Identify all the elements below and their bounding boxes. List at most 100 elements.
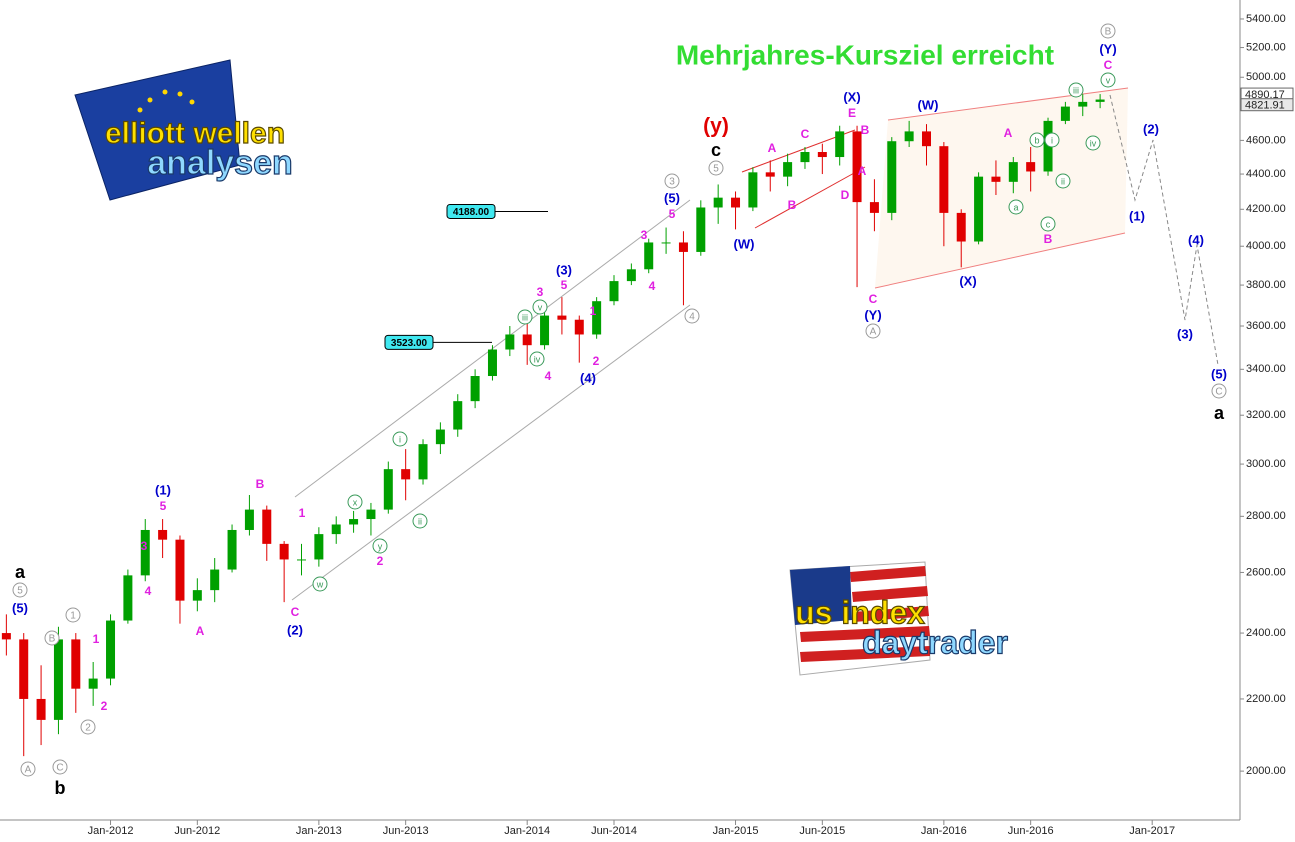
candle-body [661,242,671,244]
candle-body [765,172,775,177]
wave-circle [664,173,680,189]
y-tick-label: 5200.00 [1246,41,1286,53]
wave-label: 3 [537,285,544,299]
candle-body [678,242,688,252]
wave-label: 2 [101,699,108,713]
candle-body [869,202,879,213]
wave-circle [1029,132,1045,148]
wave-label: a [1214,403,1225,423]
trend-line [291,304,691,601]
wave-label: ii [418,516,422,526]
wave-label: x [353,497,358,507]
candle-body [522,334,532,346]
wave-circle [1008,199,1024,215]
logo-text: us index [795,594,925,630]
wave-circle [1055,173,1071,189]
wave-label: 2 [593,354,600,368]
candle-body [887,141,897,213]
wave-label: C [801,127,810,141]
candle-body [748,172,758,208]
y-tick-label: 3600.00 [1246,320,1286,332]
wave-circle [1211,383,1227,399]
wave-circle [1100,72,1116,88]
wave-label: b [1034,135,1039,145]
y-tick-label: 2200.00 [1246,693,1286,705]
wave-label: (Y) [1099,41,1116,56]
wave-label: (2) [1143,121,1159,136]
wave-label: A [768,141,777,155]
chart-title: Mehrjahres-Kursziel erreicht [676,39,1054,70]
wave-label: 4 [545,369,552,383]
wave-circle [65,607,81,623]
candle-body [19,639,29,699]
wave-label: 5 [561,278,568,292]
y-tick-label: 4200.00 [1246,203,1286,215]
candle-body [366,509,376,520]
wave-label: b [55,778,66,798]
logo-stars [137,89,195,113]
candle-body [244,509,254,530]
wave-label: A [1004,126,1013,140]
candle-body [609,281,619,302]
candle-body [731,197,741,208]
candle-body [140,529,150,576]
wave-label: i [399,434,401,444]
wave-label: 5 [160,499,167,513]
x-tick-label: Jun-2012 [174,825,220,837]
y-tick-label: 2400.00 [1246,627,1286,639]
candle-body [852,131,862,203]
wave-circle [684,308,700,324]
wave-label: (y) [703,115,729,138]
wave-label: C [56,763,63,774]
x-tick-label: Jan-2016 [921,825,967,837]
wave-label: 5 [669,207,676,221]
wave-label: A [25,765,32,776]
candle-body [383,469,393,510]
wave-label: 1 [93,632,100,646]
logo-text: elliott wellen [105,117,285,150]
wave-label: (X) [843,89,860,104]
logo-elliott: elliott wellen analysen [74,59,293,201]
wave-label: 3 [669,177,675,188]
channel-line [874,232,1126,289]
candle-body [123,575,133,621]
wave-circle [865,323,881,339]
y-tick-label: 2800.00 [1246,510,1286,522]
candle-body [904,131,914,142]
x-tick-label: Jun-2015 [799,825,845,837]
wave-label: C [1215,387,1222,398]
wave-label: (3) [556,262,572,277]
wave-label: 2 [85,723,91,734]
wave-label: A [196,624,205,638]
candle-body [418,444,428,480]
candle-body [644,242,654,270]
wave-circle [1044,132,1060,148]
candle-body [713,197,723,208]
wave-circle [52,759,68,775]
wave-label: 4 [649,279,656,293]
x-tick-label: Jan-2015 [713,825,759,837]
candle-body [1078,101,1088,107]
wave-label: 1 [70,611,76,622]
candle-body [626,269,636,282]
candle-body [192,590,202,601]
wave-circle [372,538,388,554]
wave-label: 4 [689,312,695,323]
candle-body [453,401,463,430]
candle-body [783,162,793,177]
wave-label: B [256,477,265,491]
wave-label: (3) [1177,326,1193,341]
wave-label: C [291,605,300,619]
candle-body [331,524,341,535]
logo-daytrader: us index daytrader [789,561,1009,676]
price-label: 4821.91 [1245,100,1285,112]
wave-label: y [378,541,383,551]
wave-label: v [538,302,543,312]
wave-label: D [841,188,850,202]
y-tick-label: 4000.00 [1246,240,1286,252]
logo-text: analysen [147,144,293,182]
price-label: 4890.17 [1245,89,1285,101]
level-label: 4188.00 [453,207,490,218]
wave-label: c [1046,219,1051,229]
wave-label: 3 [141,539,148,553]
